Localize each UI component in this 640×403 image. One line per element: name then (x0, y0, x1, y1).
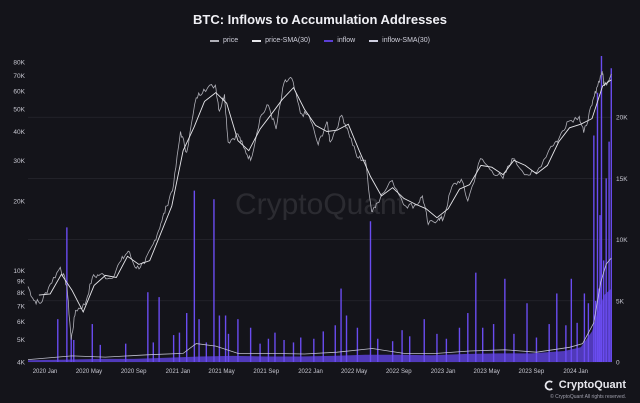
y-right-tick-label: 15K (616, 176, 628, 183)
y-left-tick-label: 70K (13, 73, 25, 80)
y-left-tick-label: 10K (13, 268, 25, 275)
grid (28, 116, 612, 363)
y-left-tick-label: 20K (13, 198, 25, 205)
x-axis: 2020 Jan 2020 May 2020 Sep 2021 Jan 2021 May… (33, 369, 588, 375)
y-left-tick-label: 8K (17, 290, 26, 297)
y-right-tick-label: 20K (616, 115, 628, 122)
price-line (27, 71, 612, 340)
legend-item-inflow-sma[interactable]: inflow-SMA(30) (369, 37, 430, 44)
x-tick-label: 2023 May (474, 369, 500, 375)
x-tick-label: 2020 Jan (33, 369, 58, 375)
x-tick-label: 2020 Sep (121, 369, 147, 375)
x-tick-label: 2022 Sep (386, 369, 412, 375)
x-tick-label: 2023 Jan (431, 369, 456, 375)
y-left-tick-label: 4K (17, 360, 26, 367)
footer-brand: CryptoQuant (544, 379, 626, 391)
legend-swatch-price (209, 39, 219, 42)
legend: price price-SMA(30) inflow inflow-SMA(30… (0, 37, 640, 44)
inflow-sma-line (27, 257, 612, 360)
y-axis-right: 0 5K 10K 15K 20K (616, 115, 628, 367)
legend-swatch-inflow (324, 39, 334, 42)
y-left-tick-label: 60K (13, 88, 25, 95)
x-tick-label: 2020 May (76, 369, 102, 375)
y-right-tick-label: 0 (616, 360, 620, 367)
y-axis-left: 4K 5K 6K 7K 8K 9K 10K 20K 30K 40K 50K 60K 70K 80K (13, 60, 25, 367)
legend-label-price-sma: price-SMA(30) (265, 37, 311, 44)
y-left-tick-label: 6K (17, 319, 26, 326)
y-right-tick-label: 10K (616, 237, 628, 244)
y-left-tick-label: 40K (13, 129, 25, 136)
watermark: CryptoQuant (235, 188, 406, 221)
x-tick-label: 2021 May (208, 369, 234, 375)
brand-name: CryptoQuant (558, 379, 626, 391)
x-tick-label: 2022 Jan (298, 369, 323, 375)
x-tick-label: 2021 Sep (253, 369, 279, 375)
legend-swatch-inflow-sma (369, 39, 379, 42)
legend-item-inflow[interactable]: inflow (324, 37, 355, 44)
legend-label-price: price (222, 37, 239, 44)
x-tick-label: 2023 Sep (519, 369, 545, 375)
x-tick-label: 2024 Jan (563, 369, 588, 375)
legend-item-price-sma[interactable]: price-SMA(30) (252, 37, 310, 44)
y-left-tick-label: 5K (17, 337, 26, 344)
chart-title: BTC: Inflows to Accumulation Addresses (192, 12, 447, 27)
y-left-tick-label: 30K (13, 158, 25, 165)
legend-label-inflow: inflow (337, 37, 356, 44)
y-left-tick-label: 9K (17, 278, 26, 285)
price-series (27, 71, 612, 340)
legend-swatch-price-sma (252, 39, 262, 42)
y-left-tick-label: 80K (13, 60, 25, 67)
legend-item-price[interactable]: price (209, 37, 239, 44)
price-sma-line (38, 79, 612, 313)
y-left-tick-label: 7K (17, 303, 26, 310)
copyright: © CryptoQuant All rights reserved. (550, 394, 626, 400)
x-tick-label: 2022 May (341, 369, 367, 375)
x-tick-label: 2021 Jan (166, 369, 191, 375)
cryptoquant-logo-icon (544, 379, 553, 391)
inflow-baseline-area (28, 288, 612, 362)
y-left-tick-label: 50K (13, 107, 25, 114)
inflow-sma-series (27, 257, 612, 360)
legend-label-inflow-sma: inflow-SMA(30) (382, 37, 431, 44)
price-sma-series (38, 79, 612, 313)
y-right-tick-label: 5K (616, 298, 625, 305)
inflow-series (28, 56, 612, 362)
